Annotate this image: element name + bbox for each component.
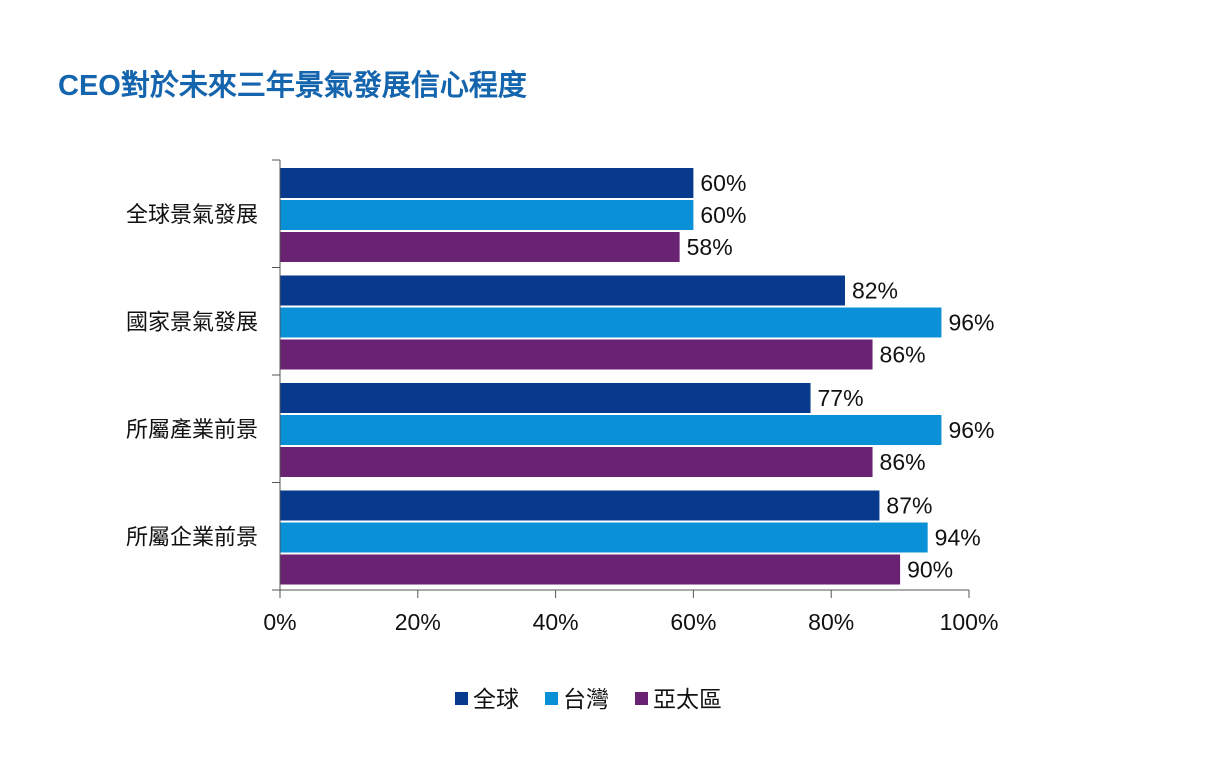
data-label: 94%	[935, 525, 981, 551]
category-label: 全球景氣發展	[126, 202, 258, 227]
legend-swatch	[455, 692, 468, 705]
data-label: 60%	[700, 170, 746, 196]
data-label: 87%	[886, 493, 932, 519]
data-label: 86%	[880, 449, 926, 475]
legend-label: 全球	[473, 686, 519, 712]
legend-swatch	[635, 692, 648, 705]
data-label: 96%	[948, 310, 994, 336]
x-tick-label: 20%	[395, 609, 441, 635]
category-label: 所屬產業前景	[126, 417, 258, 442]
bar	[280, 415, 942, 445]
labels-layer: 60% 60% 58% 全球景氣發展 82% 96% 86% 國家景氣發展 77% 96% 86% 所…	[126, 170, 998, 635]
data-label: 96%	[948, 417, 994, 443]
bars-layer	[280, 168, 942, 585]
bar	[280, 200, 694, 230]
category-label: 所屬企業前景	[126, 524, 258, 549]
bar	[280, 522, 928, 553]
data-label: 90%	[907, 557, 953, 583]
category-label: 國家景氣發展	[126, 309, 258, 334]
axes	[272, 159, 970, 598]
data-label: 86%	[880, 342, 926, 368]
data-label: 58%	[687, 234, 733, 260]
bar	[280, 307, 942, 338]
bar	[280, 339, 873, 370]
bar	[280, 275, 845, 306]
data-label: 60%	[700, 202, 746, 228]
x-tick-label: 40%	[533, 609, 579, 635]
legend-label: 台灣	[563, 686, 609, 712]
x-tick-label: 80%	[808, 609, 854, 635]
x-tick-label: 0%	[263, 609, 296, 635]
legend-label: 亞太區	[653, 686, 722, 712]
x-tick-label: 100%	[940, 609, 999, 635]
bar	[280, 490, 880, 521]
legend-swatch	[545, 692, 558, 705]
bar	[280, 554, 901, 585]
bar	[280, 168, 694, 198]
legend: 全球 台灣 亞太區	[455, 686, 722, 712]
chart-title: CEO對於未來三年景氣發展信心程度	[58, 70, 527, 102]
data-label: 77%	[818, 385, 864, 411]
bar	[280, 232, 680, 262]
data-label: 82%	[852, 278, 898, 304]
bar	[280, 447, 873, 477]
bar	[280, 383, 811, 413]
x-tick-label: 60%	[670, 609, 716, 635]
